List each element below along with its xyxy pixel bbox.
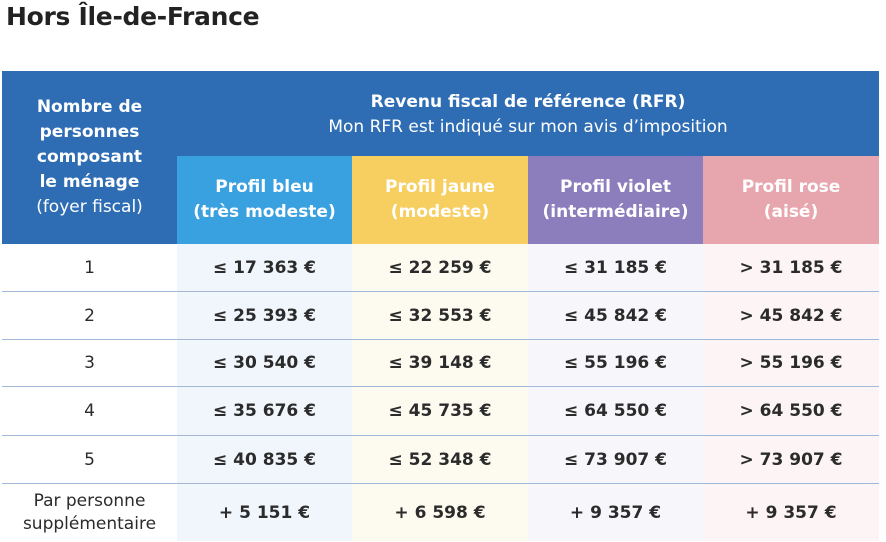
table-cell: ≤ 73 907 € — [528, 436, 703, 484]
profile-name: Profil bleu — [215, 177, 314, 197]
header-left-line: le ménage — [39, 172, 140, 192]
household-size-cell: 5 — [2, 436, 177, 484]
profile-sub: (aisé) — [763, 202, 819, 222]
extra-label-line: supplémentaire — [22, 513, 157, 534]
household-size-cell: 1 — [2, 244, 177, 292]
income-table: Nombre de personnes composant le ménage … — [2, 71, 879, 542]
table-cell: ≤ 55 196 € — [528, 340, 703, 387]
profile-header-blue: Profil bleu (très modeste) — [177, 156, 352, 244]
table-cell: ≤ 35 676 € — [177, 387, 352, 436]
table-cell: ≤ 39 148 € — [352, 340, 528, 387]
table-cell: ≤ 30 540 € — [177, 340, 352, 387]
header-left-line: personnes — [39, 122, 140, 142]
table-cell: ≤ 64 550 € — [528, 387, 703, 436]
rfr-header-subtitle: Mon RFR est indiqué sur mon avis d’impos… — [328, 116, 728, 137]
header-left-line: composant — [36, 147, 143, 167]
profile-name: Profil violet — [560, 177, 671, 197]
profile-header-yellow: Profil jaune (modeste) — [352, 156, 528, 244]
profile-name: Profil rose — [741, 177, 841, 197]
page-title: Hors Île-de-France — [6, 2, 260, 31]
rfr-header: Revenu fiscal de référence (RFR) Mon RFR… — [177, 71, 879, 156]
table-cell: > 31 185 € — [703, 244, 879, 292]
table-cell: + 9 357 € — [528, 484, 703, 541]
header-left-line: Nombre de — [36, 97, 143, 117]
profile-header-violet: Profil violet (intermédiaire) — [528, 156, 703, 244]
table-cell: > 64 550 € — [703, 387, 879, 436]
table-cell: ≤ 45 735 € — [352, 387, 528, 436]
table-cell: ≤ 31 185 € — [528, 244, 703, 292]
table-cell: ≤ 52 348 € — [352, 436, 528, 484]
table-cell: > 55 196 € — [703, 340, 879, 387]
extra-label-line: Par personne — [33, 490, 146, 511]
table-cell: + 9 357 € — [703, 484, 879, 541]
header-left-line: (foyer fiscal) — [36, 197, 143, 217]
profile-name: Profil jaune — [385, 177, 495, 197]
profile-sub: (intermédiaire) — [542, 202, 689, 222]
profile-header-rose: Profil rose (aisé) — [703, 156, 879, 244]
table-cell: ≤ 40 835 € — [177, 436, 352, 484]
profile-sub: (modeste) — [390, 202, 490, 222]
table-cell: > 45 842 € — [703, 292, 879, 340]
table-cell: + 6 598 € — [352, 484, 528, 541]
table-cell: ≤ 17 363 € — [177, 244, 352, 292]
household-size-cell: 3 — [2, 340, 177, 387]
table-cell: ≤ 25 393 € — [177, 292, 352, 340]
household-size-header: Nombre de personnes composant le ménage … — [2, 71, 177, 244]
table-cell: ≤ 22 259 € — [352, 244, 528, 292]
household-size-cell: 4 — [2, 387, 177, 436]
extra-person-label: Par personne supplémentaire — [2, 484, 177, 541]
profile-sub: (très modeste) — [193, 202, 336, 222]
rfr-header-title: Revenu fiscal de référence (RFR) — [370, 91, 686, 112]
household-size-cell: 2 — [2, 292, 177, 340]
table-cell: > 73 907 € — [703, 436, 879, 484]
table-cell: + 5 151 € — [177, 484, 352, 541]
table-cell: ≤ 32 553 € — [352, 292, 528, 340]
table-cell: ≤ 45 842 € — [528, 292, 703, 340]
